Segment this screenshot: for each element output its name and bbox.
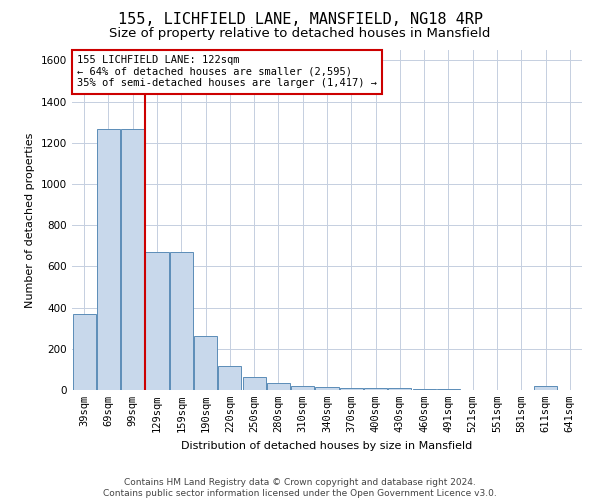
Bar	[413, 389, 436, 390]
Bar	[242, 376, 266, 390]
Bar	[316, 387, 338, 390]
Bar	[73, 314, 95, 390]
Bar	[145, 252, 169, 390]
Bar	[388, 388, 412, 390]
Bar	[364, 388, 387, 390]
Bar	[267, 383, 290, 390]
Text: 155, LICHFIELD LANE, MANSFIELD, NG18 4RP: 155, LICHFIELD LANE, MANSFIELD, NG18 4RP	[118, 12, 482, 28]
Text: Size of property relative to detached houses in Mansfield: Size of property relative to detached ho…	[109, 28, 491, 40]
Bar	[291, 386, 314, 390]
X-axis label: Distribution of detached houses by size in Mansfield: Distribution of detached houses by size …	[181, 440, 473, 450]
Y-axis label: Number of detached properties: Number of detached properties	[25, 132, 35, 308]
Bar	[534, 386, 557, 390]
Text: Contains HM Land Registry data © Crown copyright and database right 2024.
Contai: Contains HM Land Registry data © Crown c…	[103, 478, 497, 498]
Bar	[121, 130, 144, 390]
Bar	[218, 366, 241, 390]
Bar	[340, 388, 363, 390]
Text: 155 LICHFIELD LANE: 122sqm
← 64% of detached houses are smaller (2,595)
35% of s: 155 LICHFIELD LANE: 122sqm ← 64% of deta…	[77, 55, 377, 88]
Bar	[194, 336, 217, 390]
Bar	[97, 130, 120, 390]
Bar	[170, 252, 193, 390]
